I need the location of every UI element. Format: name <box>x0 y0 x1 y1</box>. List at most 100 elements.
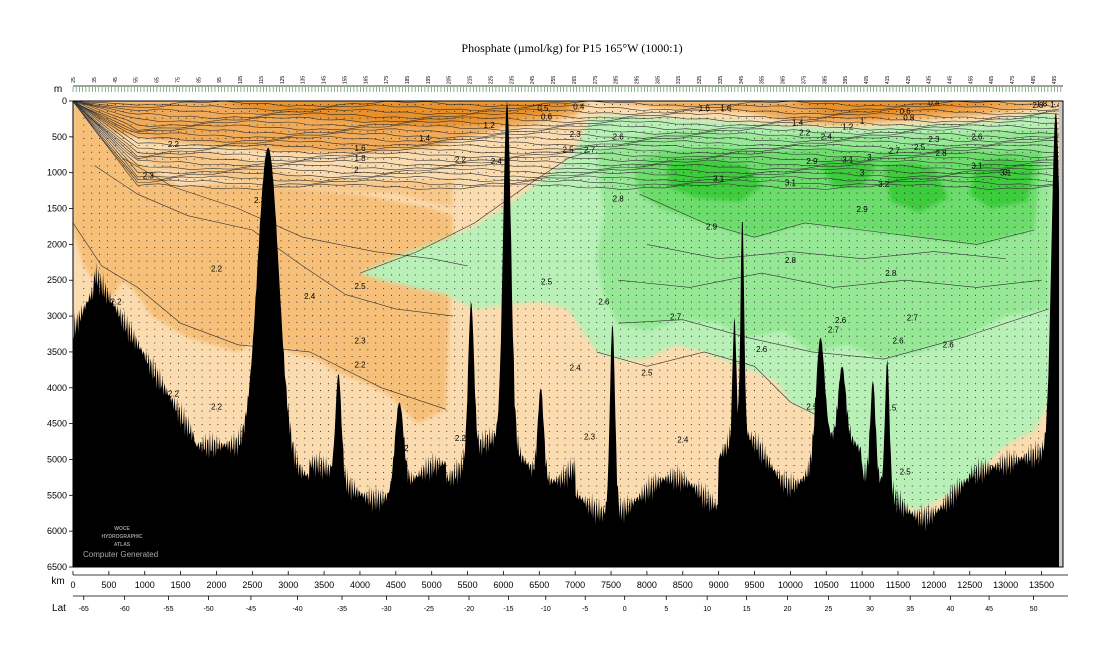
latitude-tick-label: 0 <box>623 606 627 613</box>
depth-tick-label: 6500 <box>47 562 67 572</box>
contour-label: 2.5 <box>541 278 553 287</box>
contour-label: 3.1 <box>971 161 983 170</box>
station-number: 155 <box>342 76 348 85</box>
distance-tick-label: 6000 <box>493 580 513 590</box>
station-number: 85 <box>196 77 202 83</box>
station-number: 355 <box>760 76 766 85</box>
contour-label: 2.7 <box>889 146 901 155</box>
contour-label: 2.7 <box>670 313 682 322</box>
contour-label: 2.4 <box>491 157 503 166</box>
contour-label: 2 <box>354 166 359 175</box>
contour-label: 0.4 <box>928 98 940 107</box>
depth-axis-label: m <box>54 84 62 95</box>
contour-label: 2.3 <box>928 135 940 144</box>
contour-label: 2.5 <box>641 369 653 378</box>
latitude-tick-label: -45 <box>246 606 256 613</box>
contour-label: 2.7 <box>828 326 840 335</box>
latitude-tick-label: 5 <box>664 606 668 613</box>
station-number: 275 <box>593 76 599 85</box>
contour-label: 2.4 <box>570 364 582 373</box>
depth-tick-label: 3000 <box>47 311 67 321</box>
distance-tick-label: 0 <box>70 580 75 590</box>
distance-tick-label: 5000 <box>422 580 442 590</box>
contour-label: 1.8 <box>354 154 366 163</box>
station-number: 225 <box>489 76 495 85</box>
latitude-tick-label: -5 <box>582 606 588 613</box>
station-number: 135 <box>301 76 307 85</box>
contour-label: 1.6 <box>699 104 711 113</box>
latitude-tick-label: 20 <box>784 606 792 613</box>
contour-label: 2.2 <box>455 156 467 165</box>
depth-tick-label: 5500 <box>47 490 67 500</box>
station-number: 145 <box>322 76 328 85</box>
station-number: 465 <box>989 76 995 85</box>
station-number: 265 <box>572 76 578 85</box>
station-number: 115 <box>259 76 265 84</box>
contour-label: 2.5 <box>900 468 912 477</box>
contour-label: 1.4 <box>792 118 804 127</box>
depth-tick-label: 5000 <box>47 454 67 464</box>
depth-axis: 0500100015002000250030003500400045005000… <box>47 96 73 572</box>
contour-label: 2.6 <box>756 345 768 354</box>
distance-tick-label: 5500 <box>458 580 478 590</box>
station-number: 445 <box>948 76 954 85</box>
contour-label: 2.2 <box>455 434 467 443</box>
contour-label: 0.6 <box>541 113 553 122</box>
chart-title: Phosphate (µmol/kg) for P15 165°W (1000:… <box>461 41 682 55</box>
contour-label: 1 <box>860 117 865 126</box>
contour-label: 3.1 <box>785 179 797 188</box>
latitude-tick-label: 15 <box>743 606 751 613</box>
station-number: 385 <box>822 76 828 85</box>
station-number: 215 <box>468 76 474 85</box>
station-number: 365 <box>781 76 787 85</box>
station-number: 25 <box>71 77 77 83</box>
station-number: 315 <box>676 76 682 85</box>
distance-tick-label: 7000 <box>565 580 585 590</box>
latitude-tick-label: 25 <box>825 606 833 613</box>
distance-tick-label: 13000 <box>993 580 1018 590</box>
station-number: 185 <box>405 76 411 85</box>
station-number: 395 <box>843 76 849 85</box>
contour-label: 2.5 <box>354 282 366 291</box>
depth-tick-label: 6000 <box>47 526 67 536</box>
station-number: 125 <box>280 76 286 85</box>
station-number: 305 <box>655 76 661 85</box>
distance-tick-label: 12500 <box>957 580 982 590</box>
station-number: 255 <box>551 76 557 85</box>
contour-label: 2.6 <box>971 133 983 142</box>
contour-label: 0.8 <box>903 113 915 122</box>
latitude-tick-label: -10 <box>541 606 551 613</box>
latitude-axis-label: Lat <box>52 603 66 614</box>
contour-label: 2.2 <box>354 361 366 370</box>
distance-tick-label: 500 <box>101 580 116 590</box>
station-number: 485 <box>1031 76 1037 85</box>
latitude-tick-label: -20 <box>464 606 474 613</box>
station-number: 375 <box>801 76 807 85</box>
contour-label: 3.1 <box>713 174 725 183</box>
distance-tick-label: 8000 <box>637 580 657 590</box>
contour-label: 2.5 <box>562 146 574 155</box>
distance-tick-label: 1000 <box>135 580 155 590</box>
depth-tick-label: 2000 <box>47 239 67 249</box>
station-number: 335 <box>718 76 724 85</box>
station-number: 285 <box>614 76 620 85</box>
latitude-tick-label: -30 <box>381 606 391 613</box>
latitude-tick-label: 45 <box>985 606 993 613</box>
contour-label: 2.9 <box>806 157 818 166</box>
station-number: 245 <box>530 76 536 85</box>
contour-label: 2.8 <box>935 149 947 158</box>
contour-label: 2.3 <box>354 336 366 345</box>
station-number: 415 <box>885 76 891 85</box>
distance-tick-label: 1500 <box>171 580 191 590</box>
contour-label: 1.6 <box>354 144 366 153</box>
contour-label: 2.9 <box>857 205 869 214</box>
contour-label: 2.4 <box>677 435 689 444</box>
station-number: 45 <box>113 77 119 83</box>
latitude-tick-label: 50 <box>1030 606 1038 613</box>
contour-label: 2.6 <box>613 133 625 142</box>
station-number: 105 <box>238 76 244 85</box>
distance-tick-label: 8500 <box>673 580 693 590</box>
contour-label: 2.6 <box>892 336 904 345</box>
distance-axis-label: km <box>51 576 64 587</box>
